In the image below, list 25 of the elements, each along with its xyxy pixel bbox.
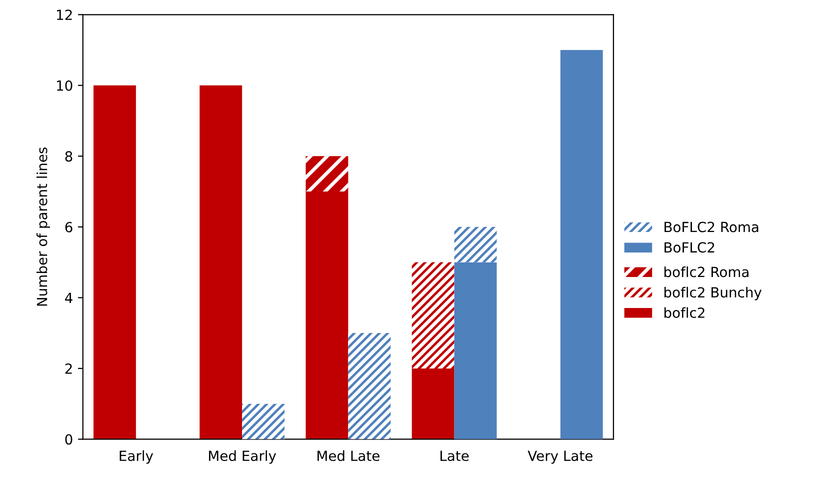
x-tick-label: Early (120, 450, 154, 464)
y-tick-label: 2 (65, 363, 72, 374)
x-tick-label: Med Late (318, 450, 380, 462)
legend-label: boflc2 Roma (664, 266, 748, 278)
legend-label: boflc2 (664, 307, 704, 318)
bar (200, 85, 242, 440)
y-axis-title: Number of parent lines (36, 147, 50, 306)
legend-label: BoFLC2 (664, 242, 714, 253)
y-tick-label: 6 (65, 222, 72, 232)
bar (560, 50, 603, 440)
bar (306, 156, 348, 192)
legend-label: BoFLC2 Roma (664, 222, 758, 232)
y-tick-label: 0 (65, 434, 72, 445)
y-tick-label: 8 (65, 151, 72, 162)
bar (306, 192, 348, 440)
bar (242, 404, 285, 440)
x-tick-label: Very Late (528, 450, 592, 464)
y-tick-label: 4 (65, 292, 72, 303)
y-tick-label: 12 (57, 10, 72, 20)
x-tick-label: Med Early (209, 450, 276, 464)
bar (454, 226, 497, 262)
y-tick-label: 10 (57, 80, 72, 91)
bar (94, 85, 136, 440)
x-tick-label: Late (440, 450, 469, 462)
legend-label: boflc2 Bunchy (664, 286, 762, 300)
